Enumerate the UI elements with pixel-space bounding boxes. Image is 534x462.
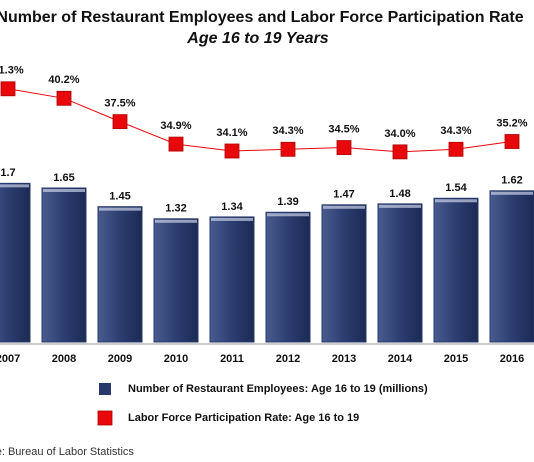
data-label: 34.9% [160,120,191,132]
data-label: 1.62 [501,175,522,187]
bar-highlight [155,219,197,223]
bar [321,204,367,343]
x-tick-label: 2011 [220,353,244,365]
bar [433,197,479,343]
marker [448,141,464,157]
line [7,88,513,153]
bar-highlight [379,204,421,208]
bar [97,206,143,343]
data-label: 1.54 [445,182,467,194]
source: Source: Bureau of Labor Statistics [0,446,134,458]
chart-subtitle: Age 16 to 19 Years [186,30,329,47]
bar [41,187,87,343]
data-label: 40.2% [48,74,79,86]
data-label: 1.45 [109,191,130,203]
marker [504,134,520,149]
bar-highlight [43,189,85,192]
x-tick-label: 2015 [444,353,468,365]
marker [56,90,72,106]
data-label: 34.5% [328,123,359,135]
bar-highlight [267,213,309,217]
data-label: 34.0% [384,128,415,140]
data-label: 1.47 [333,189,354,201]
bar [265,211,311,343]
legend-label: Labor Force Participation Rate: Age 16 t… [128,412,359,424]
legend-swatch [99,383,111,395]
x-tick-label: 2014 [388,353,413,365]
x-tick-label: 2007 [0,353,20,365]
x-tick-label: 2012 [276,353,300,365]
data-label: 1.39 [277,196,298,208]
bar-highlight [211,217,253,221]
bar-highlight [99,207,141,211]
x-tick-label: 2016 [500,353,524,365]
data-label: 1.48 [389,188,410,200]
bar [153,218,199,343]
marker [280,141,296,157]
marker [336,140,352,155]
data-label: 41.3% [0,65,24,77]
legend-label: Number of Restaurant Employees: Age 16 t… [128,383,428,395]
marker [224,143,240,159]
data-label: 34.1% [216,127,247,139]
legend-swatch [97,410,113,426]
data-label: 37.5% [104,98,135,110]
marker [112,114,128,130]
data-label: 34.3% [272,125,303,137]
x-tick-label: 2009 [108,353,132,365]
bar-highlight [435,199,477,203]
bar-highlight [491,191,533,195]
marker [168,136,184,152]
x-tick-label: 2013 [332,353,356,365]
marker [0,81,16,97]
data-label: 1.34 [221,201,243,213]
data-label: 34.3% [440,125,471,137]
bar-highlight [0,184,29,188]
bar [209,216,255,343]
bar-highlight [323,205,365,209]
data-label: 1.65 [53,172,74,184]
data-label: 1.7 [0,167,15,179]
x-tick-label: 2010 [164,353,188,365]
bar [489,190,534,343]
data-label: 35.2% [496,117,527,129]
data-label: 1.32 [165,203,186,215]
bar [377,203,423,343]
x-tick-label: 2008 [52,353,76,365]
marker [392,144,408,160]
chart-title: Number of Restaurant Employees and Labor… [0,9,524,26]
bar [0,182,31,343]
